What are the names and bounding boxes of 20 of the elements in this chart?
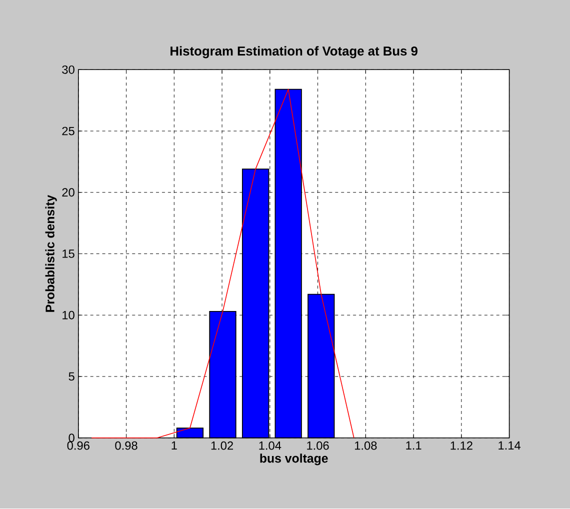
x-tick-label: 1.02 xyxy=(211,442,233,450)
x-tick-label: 1.08 xyxy=(354,442,377,450)
y-tick-label: 30 xyxy=(62,66,74,74)
x-axis-title: bus voltage xyxy=(260,454,328,466)
x-tick-label: 1.14 xyxy=(498,442,521,450)
x-tick-label: 1.06 xyxy=(307,442,329,450)
y-tick-label: 15 xyxy=(62,250,74,258)
x-tick-label: 1 xyxy=(172,442,177,450)
x-tick-label: 1.1 xyxy=(406,442,422,450)
x-tick-label: 0.96 xyxy=(67,442,90,450)
x-tick-label: 0.98 xyxy=(115,442,138,450)
y-tick-label: 10 xyxy=(62,311,74,320)
x-tick-label: 1.12 xyxy=(450,442,472,450)
x-tick-label: 1.04 xyxy=(259,442,282,450)
y-tick-label: 5 xyxy=(68,372,74,381)
y-tick-label: 25 xyxy=(62,127,74,136)
y-tick-label: 0 xyxy=(68,434,74,442)
y-tick-label: 20 xyxy=(62,188,74,197)
y-axis-title: Probablistic density xyxy=(45,195,57,312)
chart-title: Histogram Estimation of Votage at Bus 9 xyxy=(170,46,418,58)
